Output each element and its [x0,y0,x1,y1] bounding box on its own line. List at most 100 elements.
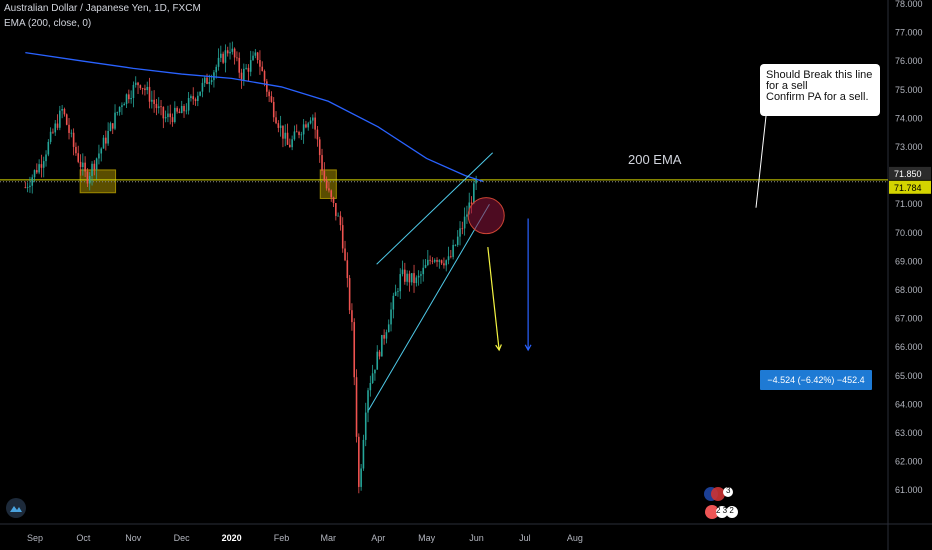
candle-body [436,259,438,262]
candle-body [63,108,66,115]
candle-body [420,274,422,276]
candle-body [52,131,54,133]
candle-body [190,96,192,98]
candle-body [56,123,59,128]
candle-body [45,154,47,162]
candle-body [233,48,236,58]
y-tick-label: 78.000 [895,0,923,9]
y-tick-label: 71.000 [895,199,923,209]
candle-body [157,106,160,109]
candle-body [351,310,353,323]
candle-body [180,106,183,113]
note-callout: Should Break this line for a sell Confir… [760,64,880,116]
candle-body [238,57,241,73]
candle-body [68,124,70,133]
candle-body [59,110,61,128]
candle-body [337,215,339,217]
candle-body [381,335,383,357]
candle-body [176,107,178,112]
candle-body [24,187,27,188]
candle-body [261,66,264,72]
candle-body [282,125,284,139]
candle-body [95,158,98,170]
candle-body [245,67,247,69]
candle-body [194,99,197,102]
candle-body [275,117,277,124]
candle-body [130,97,132,100]
candle-body [459,228,461,237]
candle-body [31,177,34,186]
candle-body [160,106,162,108]
candle-body [399,274,402,292]
candle-body [91,163,93,176]
candle-body [185,110,188,112]
candle-body [141,88,144,89]
candle-body [461,228,464,230]
candle-body [470,202,473,204]
candle-body [187,97,190,111]
candle-body [139,85,142,89]
candle-body [277,123,280,128]
candle-body [167,113,169,118]
candle-body [72,132,75,147]
price-label-bg [889,166,931,180]
candle-body [316,129,319,140]
candle-body [284,132,287,139]
candle-body [259,60,261,67]
candle-body [394,291,397,296]
tradingview-logo-icon[interactable] [6,498,26,518]
y-tick-label: 65.000 [895,371,923,381]
candle-body [231,48,234,52]
candle-body [220,53,222,58]
yellow-arrow-head [495,344,502,352]
count-badge[interactable]: 2 3 2 [704,504,740,522]
candle-body [183,106,185,112]
candle-body [123,103,126,106]
candle-body [266,81,268,92]
candle-body [222,53,224,63]
candle-body [450,256,452,258]
symbol-title: Australian Dollar / Japanese Yen, 1D, FX… [4,3,201,14]
candle-body [86,171,89,184]
x-tick-label: Dec [174,533,191,543]
candle-body [335,203,337,216]
candle-body [178,111,181,113]
candle-body [309,120,312,124]
candle-body [153,99,155,104]
candle-body [307,123,310,128]
candle-body [362,439,365,469]
candle-body [440,260,443,264]
candle-body [226,50,229,54]
candle-body [406,273,408,282]
candle-body [100,148,103,154]
candle-body [298,132,300,135]
note-line-1: Should Break this line [766,69,873,81]
candle-body [374,369,376,374]
candle-body [201,82,204,92]
flag-badge[interactable]: 3 [704,486,734,504]
candle-body [199,91,201,96]
candle-body [144,88,146,91]
candle-body [286,132,289,145]
candle-body [422,267,425,275]
y-tick-label: 68.000 [895,285,923,295]
candle-body [353,322,356,378]
candle-body [75,146,77,154]
candle-body [429,259,431,261]
candle-body [270,96,273,102]
x-tick-label: Jun [469,533,484,543]
candle-body [424,265,427,268]
candle-body [203,77,206,83]
candle-body [146,86,149,91]
candle-body [116,112,119,113]
channel-lower [368,203,490,411]
candle-body [341,225,344,249]
candle-body [82,162,84,168]
candle-body [445,260,448,266]
candle-body [162,106,165,119]
y-tick-label: 67.000 [895,314,923,324]
y-tick-label: 62.000 [895,457,923,467]
x-tick-label: Aug [567,533,583,543]
candle-body [323,170,326,181]
